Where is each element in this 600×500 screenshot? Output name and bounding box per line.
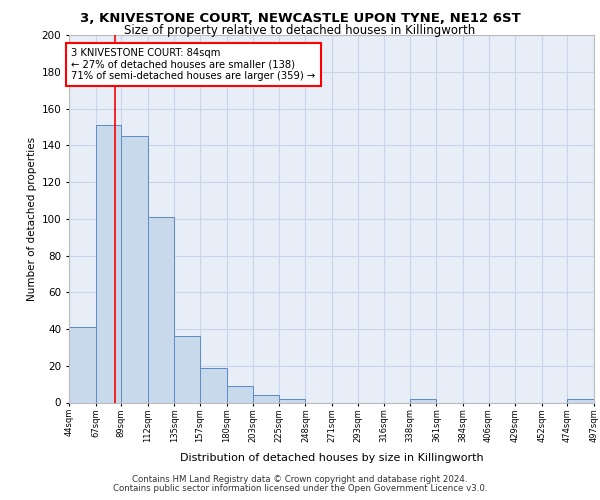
Bar xyxy=(410,399,436,402)
X-axis label: Distribution of detached houses by size in Killingworth: Distribution of detached houses by size … xyxy=(179,453,484,463)
Bar xyxy=(568,399,594,402)
Bar xyxy=(121,136,148,402)
Text: Size of property relative to detached houses in Killingworth: Size of property relative to detached ho… xyxy=(124,24,476,37)
Bar xyxy=(148,217,175,402)
Text: 3, KNIVESTONE COURT, NEWCASTLE UPON TYNE, NE12 6ST: 3, KNIVESTONE COURT, NEWCASTLE UPON TYNE… xyxy=(80,12,520,26)
Bar xyxy=(253,395,279,402)
Bar xyxy=(69,327,95,402)
Text: Contains public sector information licensed under the Open Government Licence v3: Contains public sector information licen… xyxy=(113,484,487,493)
Bar xyxy=(227,386,253,402)
Bar xyxy=(279,399,305,402)
Bar xyxy=(200,368,227,402)
Y-axis label: Number of detached properties: Number of detached properties xyxy=(28,136,37,301)
Text: Contains HM Land Registry data © Crown copyright and database right 2024.: Contains HM Land Registry data © Crown c… xyxy=(132,475,468,484)
Text: 3 KNIVESTONE COURT: 84sqm
← 27% of detached houses are smaller (138)
71% of semi: 3 KNIVESTONE COURT: 84sqm ← 27% of detac… xyxy=(71,48,316,81)
Bar xyxy=(175,336,200,402)
Bar xyxy=(95,125,121,402)
